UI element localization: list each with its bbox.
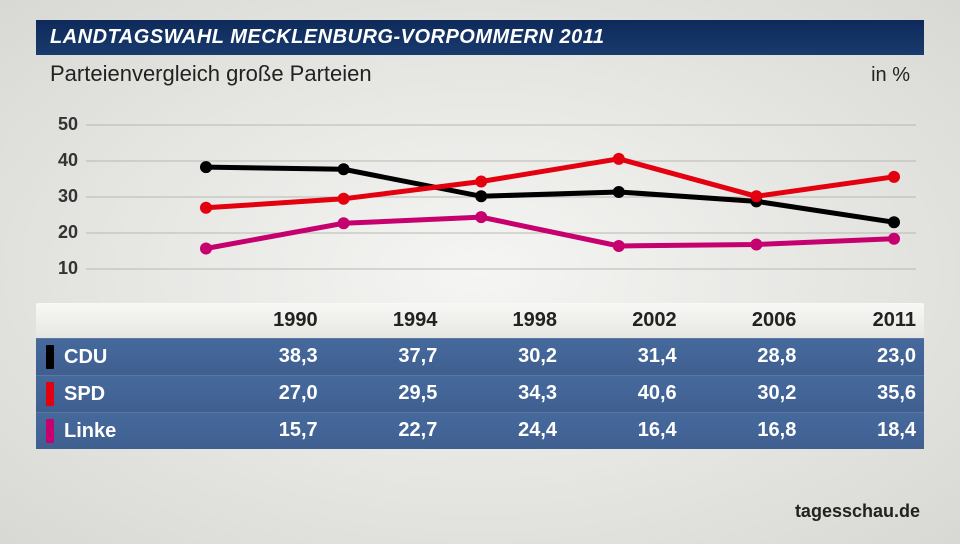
series-marker (613, 153, 625, 165)
series-marker (750, 239, 762, 251)
series-marker (888, 216, 900, 228)
table-cell: 35,6 (804, 376, 924, 412)
table-cell: 30,2 (445, 339, 565, 375)
y-tick-label: 20 (42, 222, 78, 243)
subtitle: Parteienvergleich große Parteien (50, 61, 372, 87)
table-header-year: 2011 (804, 303, 924, 338)
party-swatch (46, 345, 54, 369)
table-row: Linke 15,722,724,416,416,818,4 (36, 412, 924, 449)
party-label: Linke (64, 420, 116, 443)
table-cell: 24,4 (445, 413, 565, 449)
series-marker (475, 190, 487, 202)
table-header-year: 2002 (565, 303, 685, 338)
table-header-year: 1994 (326, 303, 446, 338)
table-cell: 16,8 (685, 413, 805, 449)
table-row: SPD 27,029,534,340,630,235,6 (36, 375, 924, 412)
series-marker (750, 190, 762, 202)
line-chart: 10 20 30 40 50 (36, 97, 924, 297)
table-cell: 16,4 (565, 413, 685, 449)
table-header-year: 2006 (685, 303, 805, 338)
source-label: tagesschau.de (795, 501, 920, 522)
series-marker (613, 186, 625, 198)
party-label: CDU (64, 346, 107, 369)
table-header-empty (36, 303, 206, 338)
series-marker (888, 171, 900, 183)
table-cell: 15,7 (206, 413, 326, 449)
y-tick-label: 40 (42, 150, 78, 171)
table-cell: 37,7 (326, 339, 446, 375)
main-title: LANDTAGSWAHL MECKLENBURG-VORPOMMERN 2011 (36, 20, 924, 55)
y-tick-label: 10 (42, 258, 78, 279)
table-cell: 40,6 (565, 376, 685, 412)
series-marker (475, 176, 487, 188)
table-cell: 34,3 (445, 376, 565, 412)
party-swatch (46, 419, 54, 443)
y-tick-label: 30 (42, 186, 78, 207)
chart-svg (36, 97, 924, 297)
series-marker (888, 233, 900, 245)
table-cell: 30,2 (685, 376, 805, 412)
party-label: SPD (64, 383, 105, 406)
series-marker (200, 202, 212, 214)
series-marker (613, 240, 625, 252)
series-line-cdu (206, 167, 894, 222)
table-cell: 29,5 (326, 376, 446, 412)
series-marker (200, 161, 212, 173)
table-cell: 23,0 (804, 339, 924, 375)
unit-label: in % (871, 64, 910, 87)
series-marker (338, 163, 350, 175)
table-header-year: 1990 (206, 303, 326, 338)
series-marker (338, 193, 350, 205)
table-cell: 27,0 (206, 376, 326, 412)
table-cell: 31,4 (565, 339, 685, 375)
table-header-year: 1998 (445, 303, 565, 338)
table-cell: 28,8 (685, 339, 805, 375)
series-marker (200, 242, 212, 254)
series-line-spd (206, 159, 894, 208)
party-swatch (46, 382, 54, 406)
data-table: 199019941998200220062011 CDU38,337,730,2… (36, 303, 924, 449)
y-tick-label: 50 (42, 114, 78, 135)
table-cell: 18,4 (804, 413, 924, 449)
table-cell: 22,7 (326, 413, 446, 449)
table-cell: 38,3 (206, 339, 326, 375)
table-row: CDU 38,337,730,231,428,823,0 (36, 338, 924, 375)
series-marker (475, 211, 487, 223)
series-marker (338, 217, 350, 229)
table-header-row: 199019941998200220062011 (36, 303, 924, 338)
